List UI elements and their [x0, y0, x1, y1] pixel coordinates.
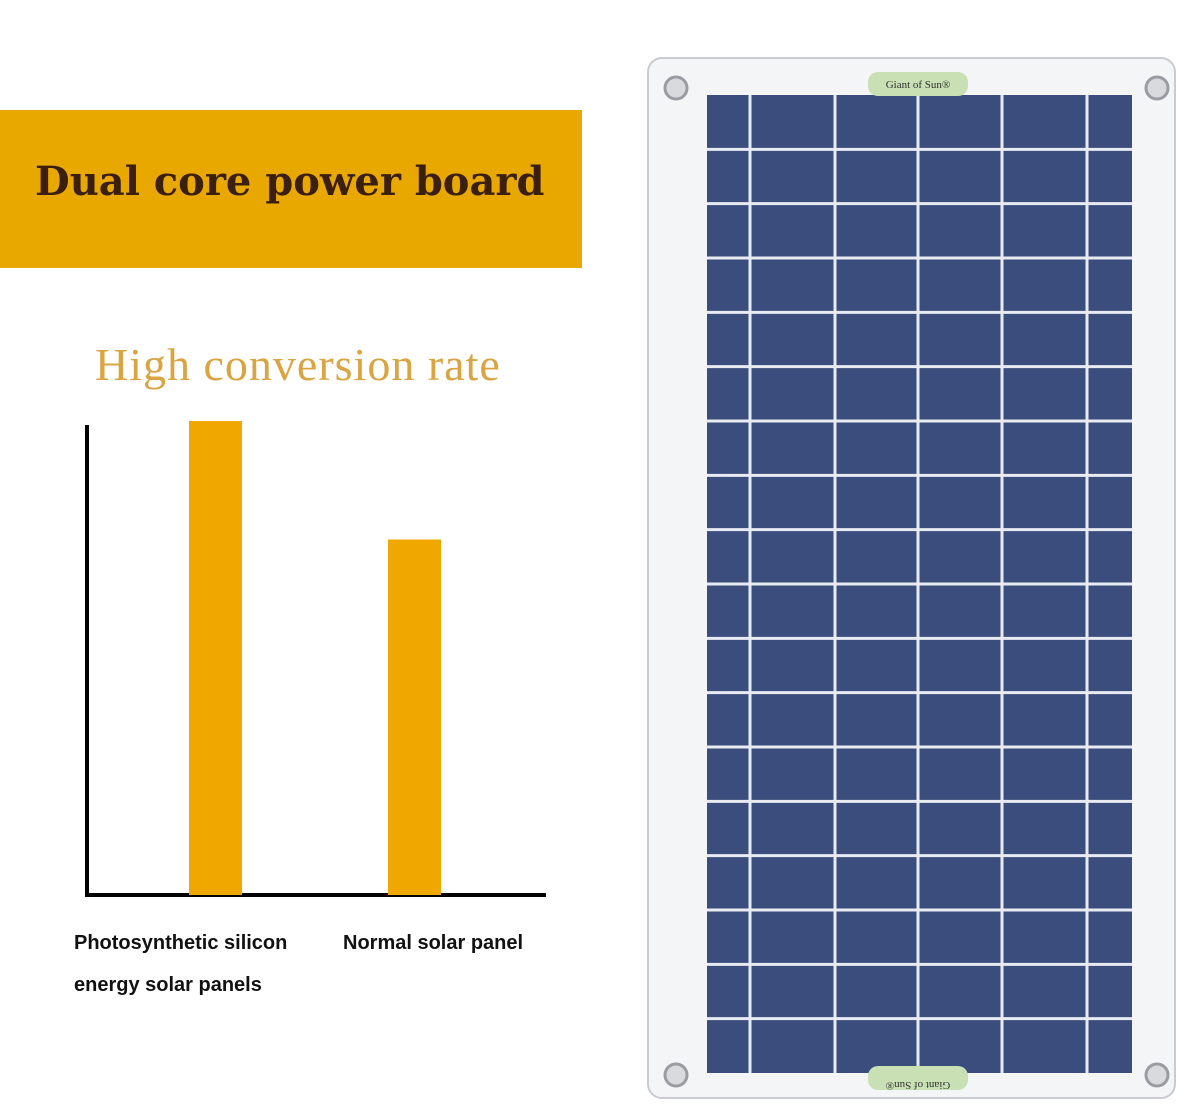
bar: [189, 421, 242, 895]
cell-grid: [707, 95, 1132, 1073]
panel-label: Giant of Sun®: [886, 1079, 951, 1091]
title-band: Dual core power board: [0, 110, 582, 268]
x-tick-label: Normal solar panel: [343, 932, 524, 954]
chart-title: High conversion rate: [95, 339, 501, 390]
header-title: Dual core power board: [35, 158, 545, 205]
bar: [388, 539, 441, 895]
solar-panel: Giant of Sun® Giant of Sun®: [647, 57, 1176, 1099]
panel-label: Giant of Sun®: [886, 79, 951, 91]
label-tag: [868, 1066, 968, 1090]
grommets: [663, 75, 1170, 1088]
x-tick-label: Photosynthetic silicon energy solar pane…: [74, 932, 288, 996]
label-tag: [868, 72, 968, 96]
